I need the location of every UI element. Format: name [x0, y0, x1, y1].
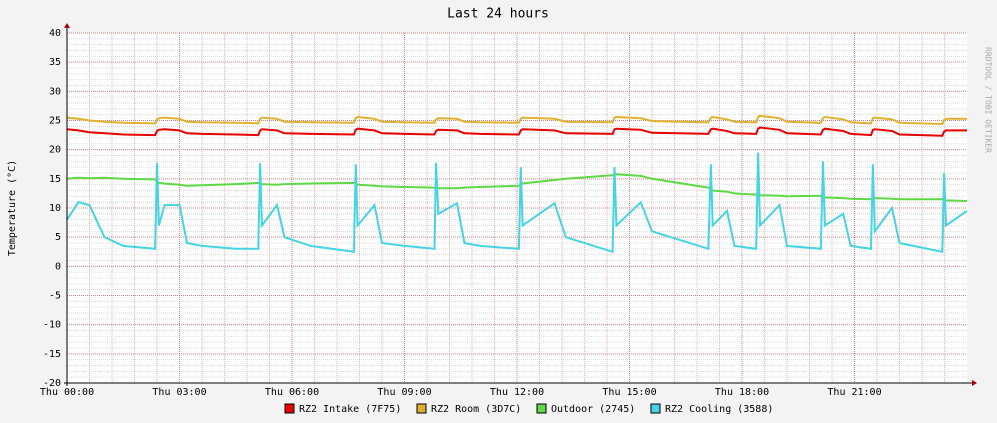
y-tick-label: -5 [49, 291, 61, 302]
lines [66, 114, 968, 254]
y-tick-label: 35 [49, 57, 61, 68]
x-tick-label: Thu 21:00 [827, 387, 881, 398]
x-tick-label: Thu 18:00 [715, 387, 769, 398]
chart-title: Last 24 hours [447, 7, 549, 22]
axis-arrow [972, 380, 977, 386]
legend-label: RZ2 Intake (7F75) [299, 404, 401, 415]
y-tick-label: 30 [49, 86, 61, 97]
y-tick-label: 0 [55, 261, 61, 272]
legend-swatch [536, 403, 547, 414]
axis-arrow [64, 23, 70, 28]
y-tick-label: 15 [49, 174, 61, 185]
y-tick-label: -10 [43, 320, 61, 331]
y-tick-label: 5 [55, 232, 61, 243]
series-line [66, 126, 967, 137]
y-tick-label: -20 [43, 378, 61, 389]
y-tick-label: -15 [43, 349, 61, 360]
x-tick-label: Thu 00:00 [40, 387, 94, 398]
y-tick-label: 40 [49, 28, 61, 39]
x-tick-label: Thu 06:00 [265, 387, 319, 398]
series-line [66, 114, 967, 126]
legend-label: RZ2 Cooling (3588) [665, 404, 773, 415]
series-line [66, 152, 968, 254]
x-tick-label: Thu 03:00 [152, 387, 206, 398]
legend-label: Outdoor (2745) [551, 404, 635, 415]
legend-swatch [416, 403, 427, 414]
x-tick-label: Thu 15:00 [602, 387, 656, 398]
y-axis-label: Temperature (°C) [7, 160, 18, 256]
legend-swatch [650, 403, 661, 414]
legend-swatch [284, 403, 295, 414]
y-tick-label: 10 [49, 203, 61, 214]
y-tick-label: 20 [49, 145, 61, 156]
legend-label: RZ2 Room (3D7C) [431, 404, 521, 415]
axes: -20 -15 -10 -5 0 5 10 15 20 25 30 35 40 Thu 00:00 Thu … [40, 23, 977, 398]
x-tick-label: Thu 09:00 [377, 387, 431, 398]
watermark: RRDTOOL / TOBI OETIKER [984, 47, 993, 153]
x-tick-label: Thu 12:00 [490, 387, 544, 398]
y-tick-label: 25 [49, 116, 61, 127]
grid [66, 32, 967, 384]
